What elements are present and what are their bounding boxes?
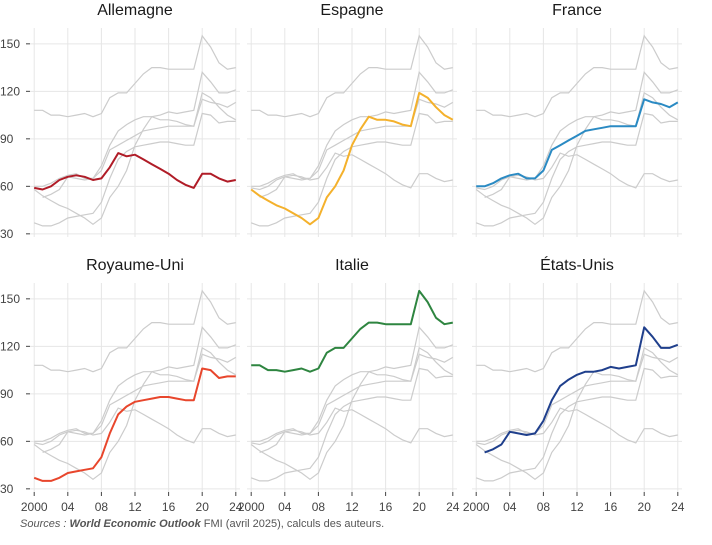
x-tick-label: 12 (345, 500, 359, 514)
background-series-royaume-uni (475, 367, 678, 482)
y-tick-label: 150 (0, 37, 20, 51)
x-tick-label: 2000 (21, 500, 48, 514)
background-series-espagne (33, 91, 237, 226)
panel-italie: 2000 04 08 12 16 20 24 Italie (238, 257, 460, 514)
background-series-espagne (33, 346, 237, 481)
series-line-italie (251, 289, 453, 373)
y-tick-label: 60 (0, 179, 14, 193)
panel-etats-unis: 2000 04 08 12 16 20 24 États-Unis (463, 255, 685, 514)
background-series-royaume-uni (475, 112, 678, 227)
panel-allemagne: 30 60 90 120 150 Allemagne (0, 2, 240, 241)
x-tick-label: 20 (413, 500, 427, 514)
panel-espagne: Espagne (247, 2, 457, 237)
y-tick-label: 60 (0, 434, 14, 448)
panel-france: France (472, 2, 682, 237)
source-note: Sources : World Economic Outlook FMI (av… (20, 518, 384, 530)
source-prefix: Sources : (20, 518, 70, 530)
background-series-france (34, 353, 237, 442)
x-tick-label: 04 (61, 500, 75, 514)
source-suffix: FMI (avril 2025), calculs des auteurs. (200, 518, 385, 530)
background-series-italie (34, 289, 236, 373)
series-line-allemagne (34, 152, 236, 191)
y-tick-label: 30 (0, 227, 14, 241)
x-tick-label: 16 (162, 500, 176, 514)
background-series-france (251, 98, 454, 187)
background-series-france (476, 353, 679, 442)
background-series-etats-unis (42, 326, 237, 453)
series-line-royaume-uni (33, 367, 236, 482)
y-tick-label: 120 (0, 339, 20, 353)
background-series-italie (476, 289, 678, 373)
background-series-etats-unis (259, 326, 454, 453)
background-series-italie (476, 34, 678, 118)
x-tick-label: 04 (278, 500, 292, 514)
x-tick-label: 12 (128, 500, 142, 514)
x-tick-label: 16 (604, 500, 618, 514)
x-tick-label: 08 (312, 500, 326, 514)
x-tick-label: 24 (229, 500, 243, 514)
background-series-royaume-uni (33, 112, 236, 227)
background-series-italie (34, 34, 236, 118)
y-tick-label: 90 (0, 387, 14, 401)
y-tick-label: 120 (0, 84, 20, 98)
x-tick-label: 08 (537, 500, 551, 514)
y-tick-label: 30 (0, 482, 14, 496)
series-line-etats-unis (484, 326, 679, 454)
series-line-france (476, 98, 679, 188)
x-tick-label: 24 (671, 500, 685, 514)
background-series-espagne (475, 346, 679, 481)
background-series-italie (251, 34, 453, 118)
x-tick-label: 16 (379, 500, 393, 514)
panel-title: Allemagne (97, 2, 173, 19)
panel-title: Italie (335, 257, 369, 274)
x-tick-label: 08 (95, 500, 109, 514)
panel-royaume-uni: 30 60 90 120 150 2000 04 08 12 16 20 24 Royaume-Uni (0, 257, 243, 514)
x-tick-label: 2000 (238, 500, 265, 514)
panel-title: Royaume-Uni (86, 257, 184, 274)
background-series-espagne (250, 346, 454, 481)
background-series-royaume-uni (250, 367, 453, 482)
panel-title: France (552, 2, 602, 19)
y-tick-label: 90 (0, 132, 14, 146)
background-series-france (251, 353, 454, 442)
x-tick-label: 24 (446, 500, 460, 514)
background-series-etats-unis (42, 71, 237, 198)
background-series-espagne (475, 91, 679, 226)
x-tick-label: 20 (196, 500, 210, 514)
background-series-france (34, 98, 237, 187)
source-title: World Economic Outlook (69, 518, 201, 530)
x-tick-label: 12 (570, 500, 584, 514)
x-tick-label: 20 (638, 500, 652, 514)
y-tick-label: 150 (0, 292, 20, 306)
background-series-etats-unis (484, 71, 679, 198)
series-line-espagne (250, 91, 454, 226)
panel-title: États-Unis (540, 255, 614, 274)
x-tick-label: 2000 (463, 500, 490, 514)
x-tick-label: 04 (503, 500, 517, 514)
background-series-etats-unis (259, 71, 454, 198)
panel-title: Espagne (320, 2, 383, 19)
